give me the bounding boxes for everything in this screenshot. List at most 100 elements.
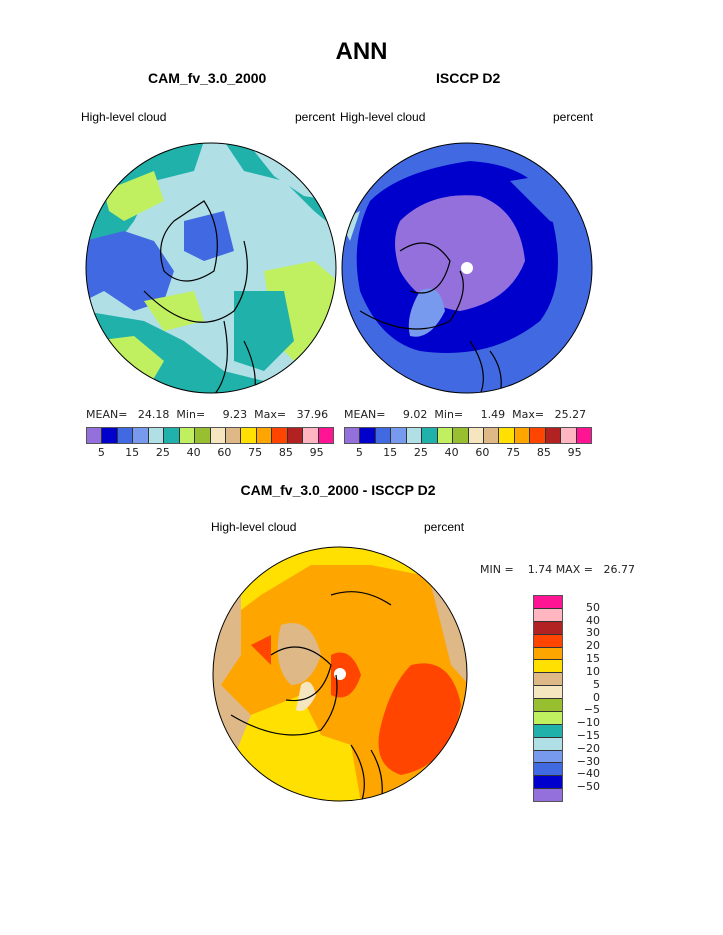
panel2-max-label: Max= [512, 408, 545, 421]
colorbar-tick-label: 5 [593, 677, 600, 691]
colorbar-tick-label: 25 [413, 446, 428, 459]
colorbar-tick-label: 20 [586, 639, 600, 653]
colorbar-swatch [514, 428, 531, 443]
colorbar-tick-label: 40 [444, 446, 459, 459]
colorbar-swatch [468, 428, 484, 443]
colorbar-swatch [534, 699, 562, 712]
colorbar-swatch [534, 634, 562, 648]
colorbar-tick-label: 85 [536, 446, 551, 459]
colorbar-swatch [102, 428, 118, 443]
colorbar-tick-label: 85 [278, 446, 293, 459]
colorbar-tick-label: 15 [125, 446, 140, 459]
colorbar-swatch [87, 428, 103, 443]
colorbar-tick-label: 50 [586, 600, 600, 614]
colorbar-swatch [406, 428, 423, 443]
colorbar-swatch [133, 428, 149, 443]
colorbar-swatch [360, 428, 376, 443]
colorbar-swatch [256, 428, 273, 443]
colorbar-tick-label: −15 [576, 728, 600, 742]
colorbar-swatch [287, 428, 304, 443]
colorbar-tick-label: 5 [97, 446, 105, 459]
panel1-max-value: 37.96 [296, 408, 329, 421]
panel2-variable-label: High-level cloud [340, 110, 426, 124]
colorbar-swatch [530, 428, 546, 443]
colorbar-tick-label: 10 [586, 664, 600, 678]
difference-min-label: MIN = [480, 563, 514, 576]
difference-max-label: MAX = [555, 563, 593, 576]
colorbar-swatch [318, 428, 333, 443]
colorbar-tick-label: 95 [309, 446, 324, 459]
colorbar-swatch [117, 428, 134, 443]
colorbar-swatch [148, 428, 165, 443]
colorbar-tick-label: 15 [383, 446, 398, 459]
colorbar-swatch [499, 428, 515, 443]
difference-stats: MIN = 1.74 MAX = 26.77 [480, 563, 635, 576]
panel2-colorbar-labels: 5 15 25 40 60 75 85 95 [344, 446, 590, 460]
colorbar-swatch [272, 428, 288, 443]
difference-colorbar [533, 595, 563, 802]
colorbar-swatch [534, 763, 562, 777]
panel1-units-label: percent [295, 110, 336, 124]
panel2-min-value: 1.49 [480, 408, 506, 421]
panel2-colorbar [344, 427, 592, 444]
colorbar-swatch [241, 428, 257, 443]
colorbar-tick-label: −20 [576, 741, 600, 755]
colorbar-tick-label: −5 [583, 703, 600, 717]
difference-polar-map [212, 546, 468, 802]
colorbar-tick-label: −40 [576, 767, 600, 781]
panel1-variable-label: High-level cloud [81, 110, 167, 124]
figure-title: ANN [335, 38, 388, 65]
colorbar-swatch [534, 596, 562, 609]
colorbar-swatch [422, 428, 438, 443]
colorbar-swatch [345, 428, 361, 443]
panel2-case-title: ISCCP D2 [436, 70, 501, 86]
colorbar-swatch [545, 428, 562, 443]
colorbar-swatch [534, 621, 562, 635]
colorbar-swatch [534, 608, 562, 622]
colorbar-tick-label: 25 [155, 446, 170, 459]
colorbar-swatch [164, 428, 180, 443]
difference-variable-label: High-level cloud [211, 520, 297, 534]
colorbar-swatch [195, 428, 211, 443]
panel1-colorbar [86, 427, 334, 444]
colorbar-swatch [561, 428, 577, 443]
colorbar-tick-label: −50 [576, 780, 600, 794]
colorbar-swatch [534, 686, 562, 699]
difference-title: CAM_fv_3.0_2000 - ISCCP D2 [240, 482, 436, 498]
colorbar-swatch [210, 428, 226, 443]
colorbar-swatch [391, 428, 407, 443]
colorbar-swatch [437, 428, 454, 443]
difference-min-value: 1.74 [527, 563, 553, 576]
colorbar-swatch [534, 750, 562, 764]
colorbar-swatch [534, 724, 562, 738]
panel1-min-value: 9.23 [222, 408, 248, 421]
colorbar-swatch [534, 737, 562, 751]
panel2-max-value: 25.27 [554, 408, 587, 421]
colorbar-swatch [534, 711, 562, 725]
panel2-units-label: percent [553, 110, 594, 124]
colorbar-swatch [534, 660, 562, 674]
colorbar-swatch [303, 428, 319, 443]
colorbar-swatch [534, 776, 562, 790]
panel1-mean-value: 24.18 [137, 408, 170, 421]
difference-max-value: 26.77 [603, 563, 635, 576]
difference-units-label: percent [424, 520, 465, 534]
colorbar-tick-label: −30 [576, 754, 600, 768]
colorbar-tick-label: 60 [475, 446, 490, 459]
panel2-mean-value: 9.02 [402, 408, 428, 421]
colorbar-tick-label: 15 [586, 652, 600, 666]
panel2-stats: MEAN= 9.02 Min= 1.49 Max= 25.27 [344, 408, 586, 421]
panel2-min-label: Min= [434, 408, 464, 421]
colorbar-tick-label: 40 [186, 446, 201, 459]
colorbar-swatch [483, 428, 500, 443]
colorbar-tick-label: 5 [355, 446, 363, 459]
colorbar-swatch [534, 647, 562, 661]
colorbar-swatch [534, 673, 562, 687]
colorbar-tick-label: 30 [586, 626, 600, 640]
panel1-colorbar-labels: 5 15 25 40 60 75 85 95 [86, 446, 332, 460]
panel1-stats: MEAN= 24.18 Min= 9.23 Max= 37.96 [86, 408, 328, 421]
colorbar-swatch [179, 428, 196, 443]
colorbar-tick-label: 75 [506, 446, 521, 459]
colorbar-tick-label: 40 [586, 613, 600, 627]
